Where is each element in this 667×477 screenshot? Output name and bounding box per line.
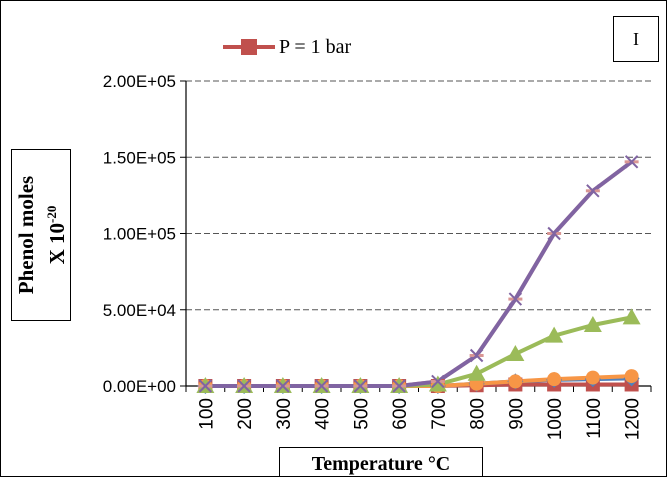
y-tick-label: 2.00E+05 bbox=[103, 72, 176, 91]
data-point bbox=[428, 375, 447, 392]
data-point bbox=[506, 344, 525, 361]
x-tick-label: 1000 bbox=[545, 398, 566, 440]
x-tick-label: 300 bbox=[274, 398, 295, 430]
data-point bbox=[353, 379, 368, 393]
legend-label: P = 1 bar bbox=[279, 35, 352, 58]
x-tick-label: 500 bbox=[351, 398, 372, 430]
data-point bbox=[622, 308, 641, 325]
y-tick-label: 1.50E+05 bbox=[103, 148, 176, 167]
data-point bbox=[276, 379, 290, 393]
data-point bbox=[547, 226, 561, 241]
data-point bbox=[392, 379, 406, 393]
panel-label-box: I bbox=[613, 16, 659, 62]
data-point bbox=[585, 370, 600, 385]
y-axis-label-exponent: -20 bbox=[44, 205, 59, 223]
y-axis-label-box bbox=[11, 149, 71, 321]
series-line bbox=[205, 160, 633, 388]
x-tick-label: 1100 bbox=[584, 398, 605, 439]
data-point bbox=[508, 292, 523, 306]
x-axis-label-box: Temperature °C bbox=[279, 447, 483, 476]
series-line bbox=[205, 315, 633, 388]
y-axis-label-line2: X 10-20 bbox=[44, 205, 69, 265]
x-tick-label: 100 bbox=[196, 398, 217, 430]
data-point bbox=[624, 155, 639, 169]
data-point bbox=[469, 348, 484, 363]
data-point bbox=[467, 364, 486, 381]
legend: P = 1 bar bbox=[223, 33, 351, 61]
x-axis-label: Temperature °C bbox=[311, 452, 451, 475]
x-tick-label: 800 bbox=[468, 398, 489, 430]
x-tick-label: 400 bbox=[313, 398, 334, 430]
x-tick-label: 700 bbox=[429, 398, 450, 430]
y-axis-label: Phenol moles X 10-20 bbox=[14, 150, 70, 320]
x-tick-label: 900 bbox=[506, 398, 527, 430]
y-tick-label: 5.00E+04 bbox=[103, 301, 176, 320]
data-point bbox=[545, 326, 564, 343]
panel-label: I bbox=[633, 28, 639, 49]
data-point bbox=[237, 379, 251, 393]
y-axis-label-line1: Phenol moles bbox=[14, 175, 38, 295]
data-point bbox=[198, 379, 213, 393]
x-tick-label: 600 bbox=[390, 398, 411, 430]
data-point bbox=[431, 374, 445, 389]
y-tick-label: 0.00E+00 bbox=[103, 377, 176, 396]
x-tick-label: 1200 bbox=[623, 398, 644, 440]
data-point bbox=[624, 369, 639, 384]
data-point bbox=[583, 316, 602, 332]
data-point bbox=[508, 374, 523, 389]
data-point bbox=[314, 379, 329, 393]
series-line bbox=[205, 160, 633, 388]
data-point bbox=[547, 372, 562, 387]
data-point bbox=[586, 184, 600, 198]
y-tick-label: 1.00E+05 bbox=[103, 225, 176, 244]
legend-swatch bbox=[223, 39, 275, 55]
x-tick-label: 200 bbox=[235, 398, 256, 430]
